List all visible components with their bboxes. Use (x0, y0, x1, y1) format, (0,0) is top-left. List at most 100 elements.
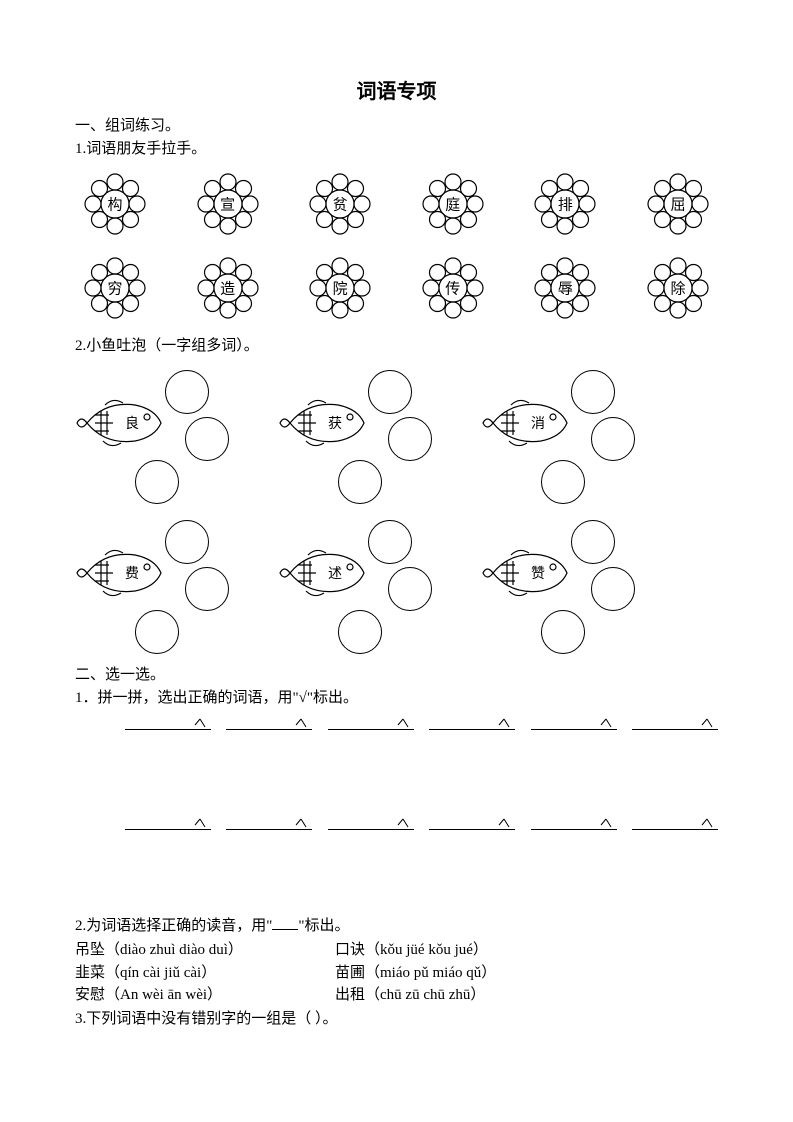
section2-sub3: 3.下列词语中没有错别字的一组是（ ）。 (75, 1009, 718, 1030)
fish-char: 获 (328, 413, 342, 433)
blank-line (632, 817, 718, 830)
flower: 穷 (79, 252, 151, 324)
blank-line (125, 817, 211, 830)
fish-row-2: 费 述 赞 (75, 515, 718, 645)
fish-icon (75, 395, 165, 450)
bubble (135, 610, 179, 654)
bubble (591, 567, 635, 611)
flower: 辱 (529, 252, 601, 324)
flower-char: 庭 (445, 194, 460, 215)
bubble (571, 520, 615, 564)
flower-row-1: 构 宣 贫 庭 排 屈 (75, 168, 718, 240)
pinyin-item: 吊坠（diào zhuì diào duì） (75, 939, 335, 962)
bubble (368, 520, 412, 564)
flower: 除 (642, 252, 714, 324)
pinyin-row: 吊坠（diào zhuì diào duì） 口诀（kǒu jüé kǒu ju… (75, 939, 718, 962)
s2-sub2-suffix: "标出。 (298, 918, 349, 934)
bubble (541, 610, 585, 654)
bubble (388, 567, 432, 611)
fish-unit: 费 (75, 515, 250, 645)
flower-char: 院 (333, 278, 348, 299)
flower: 造 (192, 252, 264, 324)
flower: 宣 (192, 168, 264, 240)
flower: 院 (304, 252, 376, 324)
pinyin-item: 出租（chū zū chū zhū） (335, 984, 485, 1007)
blank-line (226, 717, 312, 730)
fish-section: 良 获 消 费 (75, 365, 718, 645)
fish-unit: 赞 (481, 515, 656, 645)
fish-char: 良 (125, 413, 139, 433)
fish-unit: 获 (278, 365, 453, 495)
bubble (338, 460, 382, 504)
blank-line (429, 817, 515, 830)
fish-icon (481, 395, 571, 450)
fish-row-1: 良 获 消 (75, 365, 718, 495)
pinyin-row: 安慰（An wèi ān wèi） 出租（chū zū chū zhū） (75, 984, 718, 1007)
blank-line (328, 717, 414, 730)
flower-char: 传 (445, 278, 460, 299)
flower-char: 造 (220, 278, 235, 299)
pinyin-item: 安慰（An wèi ān wèi） (75, 984, 335, 1007)
blank-line (125, 717, 211, 730)
underline-blank (272, 915, 298, 930)
bubble (338, 610, 382, 654)
flower-char: 宣 (220, 194, 235, 215)
bubble (185, 417, 229, 461)
blank-line-row-1 (75, 717, 718, 735)
flower: 排 (529, 168, 601, 240)
fish-icon (278, 395, 368, 450)
pinyin-item: 苗圃（miáo pǔ miáo qǔ） (335, 962, 496, 985)
pinyin-row: 韭菜（qín cài jiǔ cài） 苗圃（miáo pǔ miáo qǔ） (75, 962, 718, 985)
flower-char: 屈 (670, 194, 685, 215)
flower: 庭 (417, 168, 489, 240)
fish-char: 费 (125, 563, 139, 583)
blank-line (632, 717, 718, 730)
flower: 屈 (642, 168, 714, 240)
pinyin-item: 口诀（kǒu jüé kǒu jué） (335, 939, 488, 962)
flower: 贫 (304, 168, 376, 240)
flower-row-2: 穷 造 院 传 辱 除 (75, 252, 718, 324)
blank-line (429, 717, 515, 730)
bubble (591, 417, 635, 461)
blank-line (531, 717, 617, 730)
fish-char: 消 (531, 413, 545, 433)
flower-char: 构 (107, 194, 122, 215)
flower: 传 (417, 252, 489, 324)
flower-char: 排 (558, 194, 573, 215)
pinyin-block: 2.为词语选择正确的读音，用" "标出。 吊坠（diào zhuì diào du… (75, 915, 718, 1030)
blank-line (226, 817, 312, 830)
fish-unit: 述 (278, 515, 453, 645)
fish-icon (278, 545, 368, 600)
section1-sub2: 2.小鱼吐泡（一字组多词）。 (75, 336, 718, 357)
section2-sub2: 2.为词语选择正确的读音，用" "标出。 (75, 915, 718, 937)
bubble (541, 460, 585, 504)
bubble (165, 370, 209, 414)
blank-line (328, 817, 414, 830)
fish-char: 述 (328, 563, 342, 583)
pinyin-item: 韭菜（qín cài jiǔ cài） (75, 962, 335, 985)
bubble (185, 567, 229, 611)
section1-sub1: 1.词语朋友手拉手。 (75, 139, 718, 160)
fish-char: 赞 (531, 563, 545, 583)
blank-line (531, 817, 617, 830)
flower: 构 (79, 168, 151, 240)
bubble (571, 370, 615, 414)
bubble (388, 417, 432, 461)
page-title: 词语专项 (75, 75, 718, 104)
section2-heading: 二、选一选。 (75, 665, 718, 686)
section2-sub1: 1．拼一拼，选出正确的词语，用"√"标出。 (75, 688, 718, 709)
bubble (135, 460, 179, 504)
bubble (368, 370, 412, 414)
flower-char: 穷 (107, 278, 122, 299)
fish-icon (481, 545, 571, 600)
flower-char: 除 (670, 278, 685, 299)
section1-heading: 一、组词练习。 (75, 116, 718, 137)
flower-char: 贫 (333, 194, 348, 215)
fish-unit: 良 (75, 365, 250, 495)
bubble (165, 520, 209, 564)
s2-sub2-prefix: 2.为词语选择正确的读音，用" (75, 918, 272, 934)
blank-line-row-2 (75, 817, 718, 835)
flower-char: 辱 (558, 278, 573, 299)
fish-unit: 消 (481, 365, 656, 495)
fish-icon (75, 545, 165, 600)
